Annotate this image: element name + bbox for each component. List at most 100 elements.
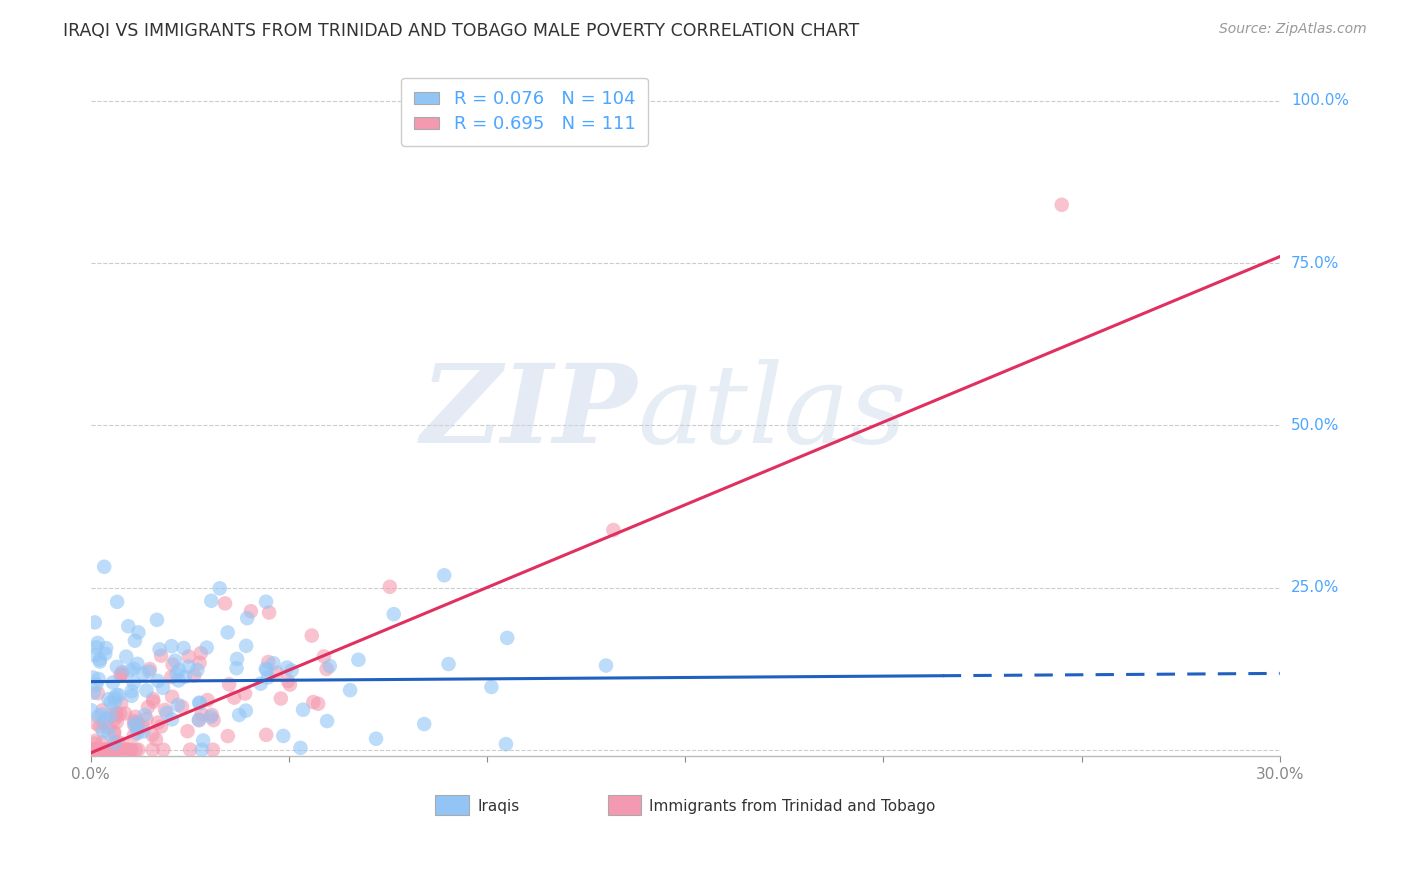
Point — [257, 606, 280, 620]
Point — [101, 675, 124, 690]
Point — [382, 607, 405, 621]
Point — [187, 713, 209, 727]
Point — [139, 662, 162, 676]
Point — [254, 662, 277, 676]
Text: 25.0%: 25.0% — [1291, 580, 1339, 595]
Point — [98, 742, 121, 756]
Point — [312, 649, 335, 664]
Point — [228, 708, 250, 723]
Point — [177, 659, 200, 673]
Point — [496, 631, 519, 645]
Point — [84, 742, 107, 756]
Point — [94, 712, 117, 726]
Point — [302, 695, 325, 709]
Point — [105, 595, 128, 609]
Point — [84, 742, 107, 756]
Point — [103, 725, 125, 739]
Point — [101, 739, 124, 754]
Point — [155, 706, 177, 720]
Point — [595, 658, 617, 673]
Point — [108, 688, 131, 702]
Point — [160, 639, 183, 653]
Point — [84, 640, 107, 655]
Point — [233, 686, 256, 700]
Point — [118, 742, 141, 756]
Point — [190, 646, 212, 660]
Point — [124, 633, 146, 648]
Point — [91, 735, 114, 749]
Point — [125, 718, 148, 732]
Point — [80, 703, 103, 717]
Point — [127, 657, 149, 671]
Point — [83, 742, 105, 756]
Point — [149, 642, 172, 657]
Point — [145, 732, 167, 747]
Point — [128, 722, 150, 736]
Point — [433, 568, 456, 582]
Point — [183, 668, 205, 682]
Point — [316, 714, 339, 728]
Point — [87, 709, 110, 723]
Point — [122, 728, 145, 742]
Point — [110, 668, 132, 682]
Text: 75.0%: 75.0% — [1291, 256, 1339, 270]
Point — [271, 729, 294, 743]
Point — [91, 703, 114, 717]
Point — [602, 523, 624, 537]
Point — [103, 742, 125, 756]
Point — [94, 742, 117, 756]
Point — [191, 742, 214, 756]
Point — [315, 662, 337, 676]
Point — [83, 648, 105, 662]
Point — [201, 707, 224, 722]
Point — [142, 695, 165, 709]
Point — [111, 667, 134, 681]
Point — [257, 670, 280, 684]
Text: 50.0%: 50.0% — [1291, 417, 1339, 433]
Point — [218, 677, 240, 691]
Point — [104, 742, 127, 756]
Point — [121, 742, 143, 756]
Point — [94, 742, 117, 756]
Point — [136, 700, 159, 714]
Point — [249, 676, 271, 690]
Point — [105, 708, 128, 723]
Point — [270, 691, 292, 706]
Point — [115, 649, 138, 664]
Point — [89, 742, 111, 756]
Point — [195, 640, 218, 655]
Point — [87, 672, 110, 686]
Point — [91, 723, 114, 738]
Point — [146, 613, 169, 627]
Point — [190, 707, 212, 722]
Text: atlas: atlas — [637, 359, 907, 467]
Point — [127, 742, 149, 756]
Point — [202, 713, 225, 727]
Point — [94, 647, 117, 661]
Point — [226, 652, 249, 666]
Point — [125, 742, 148, 756]
Point — [87, 686, 110, 700]
Point — [100, 708, 122, 723]
Point — [103, 690, 125, 705]
Point — [200, 593, 222, 607]
Point — [266, 665, 288, 680]
Point — [115, 742, 138, 756]
Point — [135, 712, 157, 726]
Point — [188, 696, 211, 710]
Point — [224, 690, 246, 705]
Point — [173, 670, 195, 684]
Text: 100.0%: 100.0% — [1291, 94, 1348, 109]
Point — [179, 742, 201, 756]
Point — [93, 716, 115, 731]
Text: Source: ZipAtlas.com: Source: ZipAtlas.com — [1219, 22, 1367, 37]
Text: IRAQI VS IMMIGRANTS FROM TRINIDAD AND TOBAGO MALE POVERTY CORRELATION CHART: IRAQI VS IMMIGRANTS FROM TRINIDAD AND TO… — [63, 22, 859, 40]
Point — [107, 742, 129, 756]
Point — [217, 625, 239, 640]
Point — [160, 690, 183, 704]
Point — [141, 742, 163, 756]
Point — [191, 733, 214, 747]
Point — [202, 742, 225, 756]
Point — [134, 708, 156, 723]
Point — [110, 697, 132, 711]
